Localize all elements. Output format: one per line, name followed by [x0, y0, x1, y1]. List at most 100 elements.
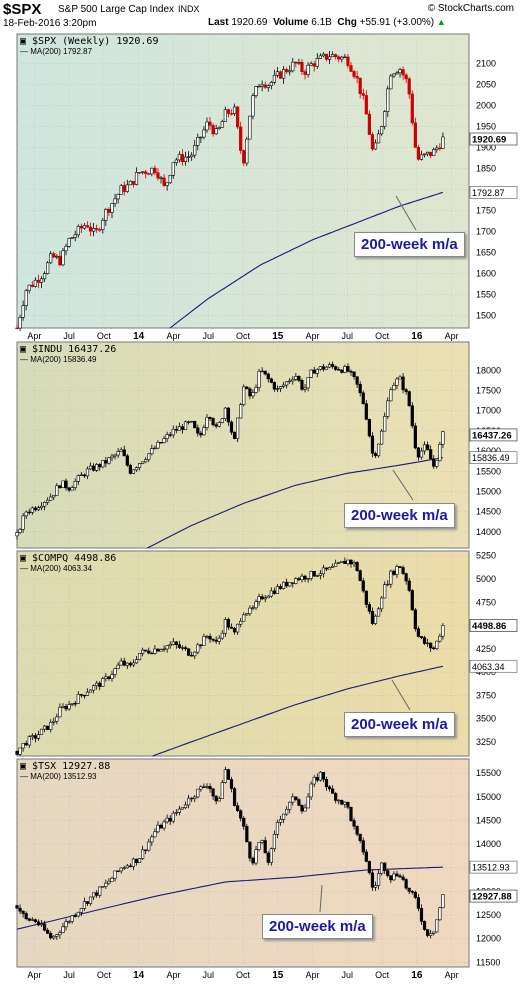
price-bar-body [327, 364, 332, 368]
brand-watermark: © StockCharts.com [427, 3, 514, 14]
price-bar-body [122, 185, 126, 192]
price-bar-body [27, 511, 31, 514]
price-bar-body [331, 364, 335, 367]
price-bar-body [275, 71, 280, 76]
price-bar-body [174, 641, 178, 645]
price-bar-body [150, 448, 154, 455]
price-bar-body [159, 649, 163, 652]
price-bar-body [327, 56, 332, 60]
last-value-box-text: 12927.88 [472, 892, 512, 903]
price-bar-body [340, 560, 344, 563]
price-bar-body [392, 73, 396, 77]
price-bar-body [242, 614, 246, 622]
price-bar-body [202, 786, 206, 788]
price-bar-body [128, 662, 132, 666]
price-bar-body [171, 162, 175, 176]
price-bar-body [211, 788, 215, 797]
price-bar-body [251, 607, 255, 609]
price-bar-body [263, 84, 267, 88]
price-bar-body [285, 581, 289, 587]
price-bar-body [386, 400, 390, 417]
price-bar-body [236, 623, 240, 633]
price-bar-body [64, 921, 68, 928]
price-bar-body [419, 450, 424, 458]
price-bar-body [104, 209, 108, 221]
price-bar-body [300, 805, 304, 812]
price-bar-body [67, 238, 71, 247]
price-bar-body [49, 496, 53, 501]
price-bar-body [426, 151, 430, 155]
price-bar-body [217, 637, 221, 642]
price-bar-body [291, 379, 295, 382]
price-bar-body [162, 177, 166, 186]
chg-value: +55.91 (+3.00%) [359, 17, 435, 28]
last-value-box [469, 132, 518, 146]
price-bar-body [30, 284, 34, 287]
panel-0: 1500155016001650170017501800185019001950… [15, 33, 518, 332]
price-bar-body [272, 590, 276, 594]
price-bar-body [380, 862, 384, 874]
price-bar-body [291, 582, 295, 584]
y-tick-label: 1650 [476, 247, 496, 257]
price-bar-body [294, 61, 298, 64]
price-bar-body [92, 685, 96, 691]
price-bar-body [422, 921, 427, 930]
price-bar-body [15, 532, 19, 537]
price-bar-body [367, 861, 371, 874]
price-bar-body [36, 921, 41, 926]
y-tick-label: 1550 [476, 289, 496, 299]
price-bar-body [312, 369, 316, 374]
price-bar-body [15, 905, 19, 909]
price-bar-body [98, 464, 102, 468]
price-bar-body [364, 403, 368, 420]
price-bar-body [76, 694, 80, 704]
date-stamp: 18-Feb-2016 3:20pm [3, 18, 97, 29]
price-bar-body [380, 430, 384, 445]
price-bar-body [349, 806, 353, 821]
price-bar-body [352, 820, 356, 827]
price-bar-body [340, 799, 344, 805]
price-bar-body [30, 735, 34, 737]
price-bar-body [116, 870, 120, 873]
price-bar-body [315, 58, 319, 67]
price-bar-body [125, 455, 129, 466]
price-bar-body [370, 435, 375, 454]
price-bar-body [367, 113, 371, 135]
panel-background [16, 758, 470, 968]
price-bar-body [386, 870, 390, 876]
ma-200-line [169, 191, 444, 329]
price-bar-body [101, 219, 105, 230]
price-bar-body [180, 154, 185, 163]
price-bar-body [42, 502, 47, 507]
price-bar-body [422, 444, 427, 452]
price-bar-body [306, 578, 310, 580]
price-bar-body [358, 570, 362, 582]
price-bar-body [147, 173, 151, 175]
price-bar-body [33, 735, 37, 739]
price-bar-body [383, 862, 387, 871]
price-bar-body [346, 56, 350, 66]
price-bar-body [401, 69, 405, 76]
price-bar-body [177, 808, 182, 813]
price-bar-body [141, 649, 145, 654]
price-bar-body [180, 807, 185, 810]
price-bar-body [309, 783, 313, 798]
price-bar-body [422, 637, 427, 644]
price-bar-body [183, 156, 188, 163]
price-bar-body [92, 892, 96, 898]
y-tick-label: 12500 [476, 910, 501, 920]
price-bar-body [119, 660, 123, 666]
price-bar-body [419, 154, 424, 160]
price-bar-body [128, 180, 132, 186]
ma-200-line [152, 665, 444, 757]
price-bar-body [263, 370, 267, 375]
price-bar-body [334, 366, 338, 370]
y-tick-label: 17000 [476, 406, 501, 416]
price-bar-body [55, 485, 59, 496]
price-bar-body [116, 451, 120, 456]
price-bar-body [193, 796, 197, 800]
price-bar-body [131, 469, 136, 474]
price-bar-body [208, 636, 212, 640]
y-tick-label: 14000 [476, 839, 501, 849]
price-bar-body [113, 454, 117, 457]
